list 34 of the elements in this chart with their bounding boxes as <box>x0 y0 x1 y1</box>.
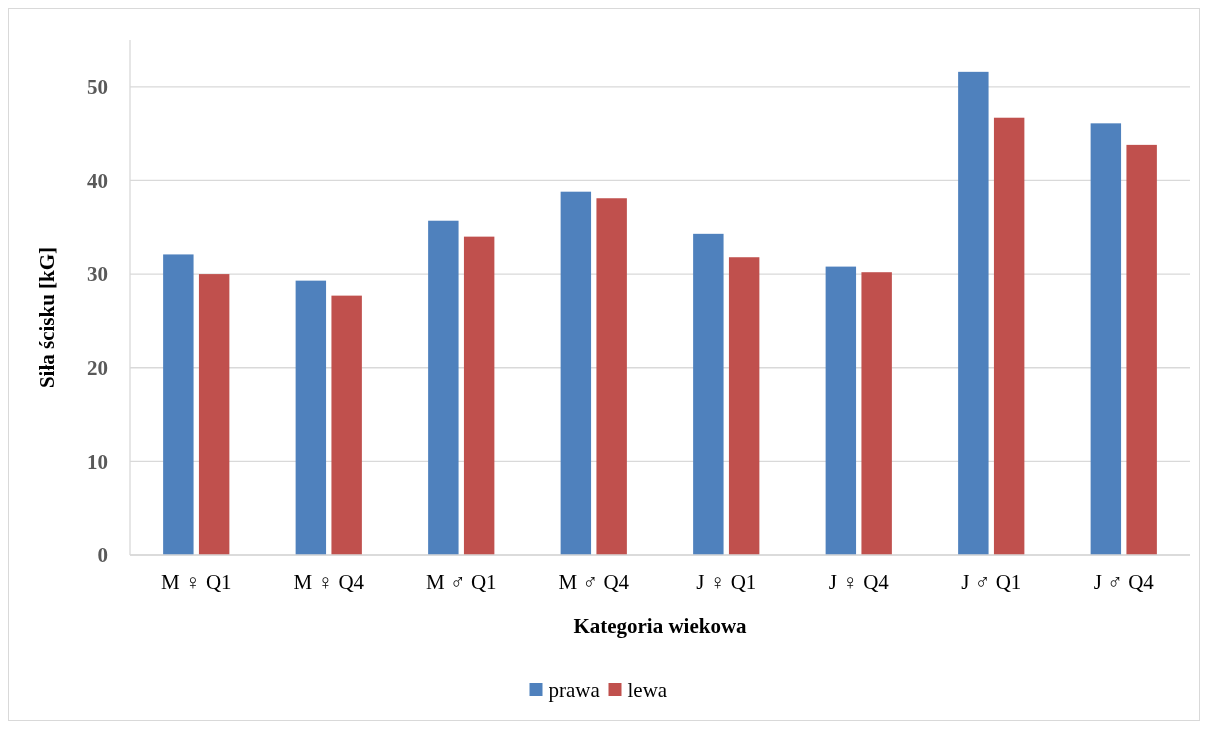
bar <box>825 266 857 555</box>
legend-label: lewa <box>627 678 668 703</box>
x-tick-label: J ♀ Q1 <box>696 570 757 594</box>
bar <box>693 233 724 555</box>
bar <box>163 254 194 555</box>
y-tick-label: 50 <box>87 75 108 100</box>
x-tick-label: J ♂ Q4 <box>1093 570 1155 594</box>
bar <box>1090 123 1122 555</box>
y-axis-title: Siła ścisku [kG] <box>35 246 59 389</box>
bar <box>958 71 989 555</box>
bar <box>295 280 327 555</box>
x-tick-label: J ♂ Q1 <box>961 570 1022 594</box>
x-tick-label: M ♀ Q4 <box>293 570 365 594</box>
bar <box>993 117 1025 555</box>
bar <box>728 257 760 555</box>
y-tick-label: 20 <box>87 356 108 381</box>
bar <box>560 191 592 555</box>
y-tick-label: 0 <box>97 543 108 568</box>
x-axis-title: Kategoria wiekowa <box>573 614 748 638</box>
x-tick-label: J ♀ Q4 <box>828 570 890 594</box>
bar <box>331 295 362 555</box>
x-tick-label: M ♂ Q4 <box>558 570 630 594</box>
x-tick-label: M ♀ Q1 <box>160 570 232 594</box>
y-tick-label: 40 <box>87 168 108 193</box>
bar <box>463 236 495 555</box>
x-tick-label: M ♂ Q1 <box>425 570 497 594</box>
bar <box>198 274 230 555</box>
legend-label: prawa <box>548 678 601 703</box>
bar <box>1126 144 1157 555</box>
y-tick-label: 30 <box>87 262 108 287</box>
bar <box>596 198 627 555</box>
y-tick-label: 10 <box>87 449 108 474</box>
bar <box>861 272 892 555</box>
bar <box>428 220 459 555</box>
